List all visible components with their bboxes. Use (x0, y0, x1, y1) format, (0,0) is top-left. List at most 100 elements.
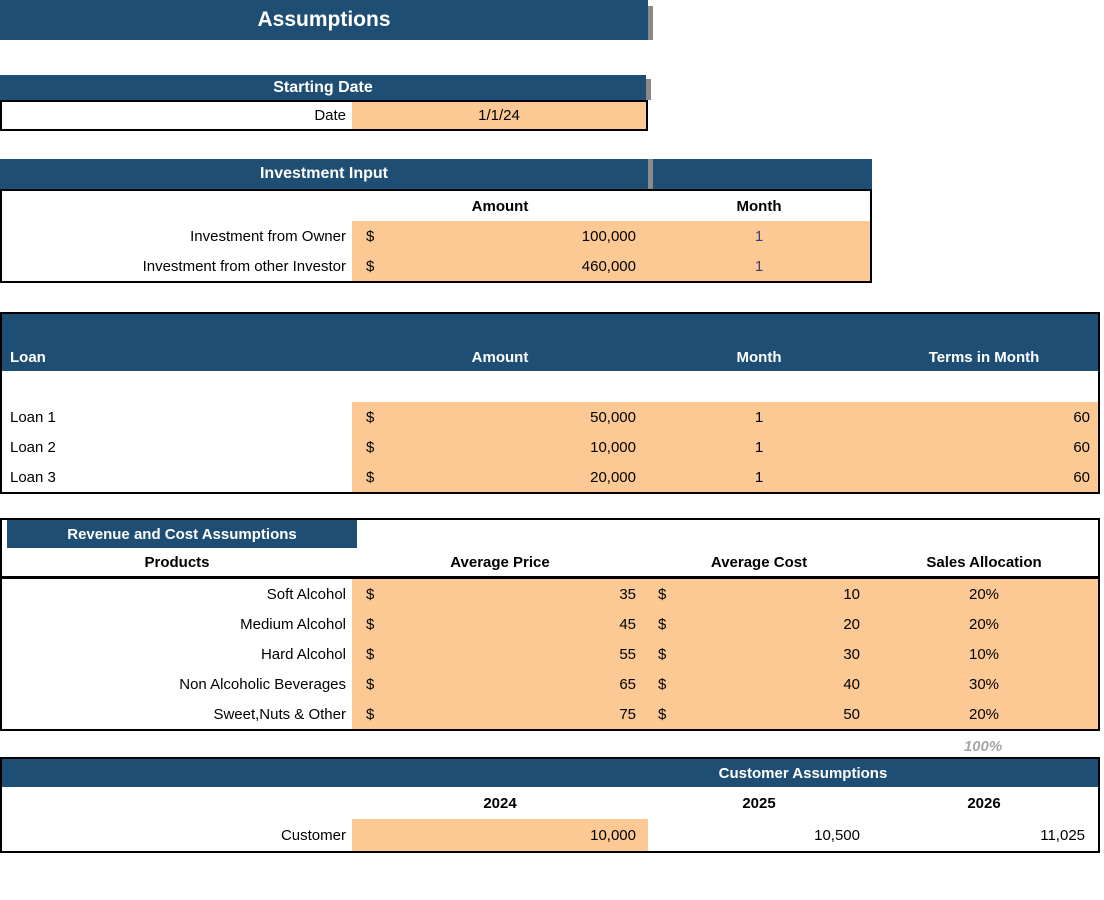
loan-month-cell[interactable]: 1 (648, 462, 870, 492)
price-cell[interactable]: $ 55 (352, 639, 648, 669)
cost-value: 50 (843, 705, 860, 723)
customer-title: Customer Assumptions (718, 764, 888, 782)
loan-month-cell[interactable]: 1 (648, 402, 870, 432)
page-title: Assumptions (0, 0, 648, 40)
revenue-title: Revenue and Cost Assumptions (7, 520, 357, 548)
investment-month-cell[interactable]: 1 (648, 221, 870, 251)
price-cell[interactable]: $ 65 (352, 669, 648, 699)
table-row: Non Alcoholic Beverages $ 65 $ 40 30% (2, 669, 1098, 699)
loan-month-cell[interactable]: 1 (648, 432, 870, 462)
price-value: 35 (619, 585, 636, 603)
loan-terms-cell[interactable]: 60 (870, 462, 1098, 492)
table-row: Hard Alcohol $ 55 $ 30 10% (2, 639, 1098, 669)
currency-symbol: $ (366, 675, 375, 693)
starting-date-row: Date 1/1/24 (2, 102, 646, 129)
loan-month-header: Month (736, 349, 782, 366)
revenue-header-separator (2, 576, 1098, 579)
revenue-header-row: Revenue and Cost Assumptions (2, 520, 1098, 549)
cost-cell[interactable]: $ 20 (648, 609, 870, 639)
product-label: Sweet,Nuts & Other (213, 705, 346, 723)
price-cell[interactable]: $ 35 (352, 579, 648, 609)
product-label: Non Alcoholic Beverages (179, 675, 346, 693)
starting-date-table: Date 1/1/24 (0, 100, 648, 131)
investment-month-cell[interactable]: 1 (648, 251, 870, 281)
table-row: Sweet,Nuts & Other $ 75 $ 50 20% (2, 699, 1098, 729)
customer-2025-cell: 10,500 (814, 826, 860, 844)
loan-amount-value: 50,000 (590, 408, 636, 426)
date-input-cell[interactable]: 1/1/24 (352, 102, 646, 129)
loan-header-row: Loan Amount Month Terms in Month (2, 314, 1098, 371)
loan-row-label: Loan 1 (10, 408, 56, 426)
currency-symbol: $ (366, 645, 375, 663)
table-row: Investment from Owner $ 100,000 1 (2, 221, 870, 251)
starting-date-title: Starting Date (273, 78, 373, 96)
price-cell[interactable]: $ 75 (352, 699, 648, 729)
page-title-text: Assumptions (257, 8, 391, 31)
price-value: 55 (619, 645, 636, 663)
loan-terms-cell[interactable]: 60 (870, 402, 1098, 432)
price-value: 45 (619, 615, 636, 633)
product-label: Soft Alcohol (266, 585, 346, 603)
investment-header: Investment Input (0, 159, 872, 189)
allocation-cell[interactable]: 20% (870, 609, 1098, 639)
customer-table: Customer Assumptions 2024 2025 2026 Cust… (0, 757, 1100, 853)
investment-amount-cell[interactable]: $ 100,000 (352, 221, 648, 251)
revenue-columns-row: Products Average Price Average Cost Sale… (2, 549, 1098, 576)
customer-2026-cell: 11,025 (1040, 826, 1085, 844)
loan-amount-cell[interactable]: $ 50,000 (352, 402, 648, 432)
allocation-cell[interactable]: 30% (870, 669, 1098, 699)
price-cell[interactable]: $ 45 (352, 609, 648, 639)
currency-symbol: $ (366, 438, 375, 456)
currency-symbol: $ (658, 675, 667, 693)
table-row: Loan 3 $ 20,000 1 60 (2, 462, 1098, 492)
investment-amount-cell[interactable]: $ 460,000 (352, 251, 648, 281)
year-header-2025: 2025 (742, 794, 776, 812)
loan-amount-value: 20,000 (590, 468, 636, 486)
date-label: Date (314, 107, 346, 124)
revenue-allocation-header: Sales Allocation (926, 554, 1042, 571)
loan-amount-cell[interactable]: $ 20,000 (352, 462, 648, 492)
investment-amount-value: 100,000 (581, 227, 636, 245)
loan-spacer-row (2, 371, 1098, 402)
loan-title: Loan (10, 349, 46, 366)
year-header-2026: 2026 (967, 794, 1001, 812)
investment-month-header: Month (736, 197, 782, 215)
customer-years-row: 2024 2025 2026 (2, 787, 1098, 819)
currency-symbol: $ (366, 227, 375, 245)
cost-cell[interactable]: $ 50 (648, 699, 870, 729)
investment-table: Amount Month Investment from Owner $ 100… (0, 189, 872, 283)
revenue-price-header: Average Price (450, 554, 550, 571)
currency-symbol: $ (366, 257, 375, 275)
currency-symbol: $ (366, 615, 375, 633)
allocation-cell[interactable]: 20% (870, 699, 1098, 729)
loan-terms-cell[interactable]: 60 (870, 432, 1098, 462)
cost-cell[interactable]: $ 10 (648, 579, 870, 609)
investment-row-label: Investment from other Investor (142, 257, 346, 275)
currency-symbol: $ (658, 585, 667, 603)
investment-header-divider (648, 159, 653, 189)
investment-header-right (653, 159, 872, 189)
price-value: 75 (619, 705, 636, 723)
loan-amount-cell[interactable]: $ 10,000 (352, 432, 648, 462)
cost-value: 30 (843, 645, 860, 663)
starting-date-header-shadow (646, 79, 651, 100)
investment-amount-header: Amount (471, 197, 529, 215)
table-row: Medium Alcohol $ 45 $ 20 20% (2, 609, 1098, 639)
allocation-cell[interactable]: 20% (870, 579, 1098, 609)
table-row: Loan 2 $ 10,000 1 60 (2, 432, 1098, 462)
loan-table: Loan Amount Month Terms in Month Loan 1 … (0, 312, 1100, 494)
investment-columns-spacer (2, 191, 352, 221)
currency-symbol: $ (366, 408, 375, 426)
investment-title: Investment Input (259, 165, 388, 182)
allocation-cell[interactable]: 10% (870, 639, 1098, 669)
customer-2024-input-cell[interactable]: 10,000 (352, 819, 648, 851)
cost-cell[interactable]: $ 40 (648, 669, 870, 699)
investment-columns-row: Amount Month (2, 191, 870, 221)
loan-row-label: Loan 3 (10, 468, 56, 486)
currency-symbol: $ (366, 468, 375, 486)
customer-years-spacer (2, 787, 352, 819)
cost-cell[interactable]: $ 30 (648, 639, 870, 669)
customer-header-row: Customer Assumptions (2, 759, 1098, 787)
revenue-table: Revenue and Cost Assumptions Products Av… (0, 518, 1100, 731)
